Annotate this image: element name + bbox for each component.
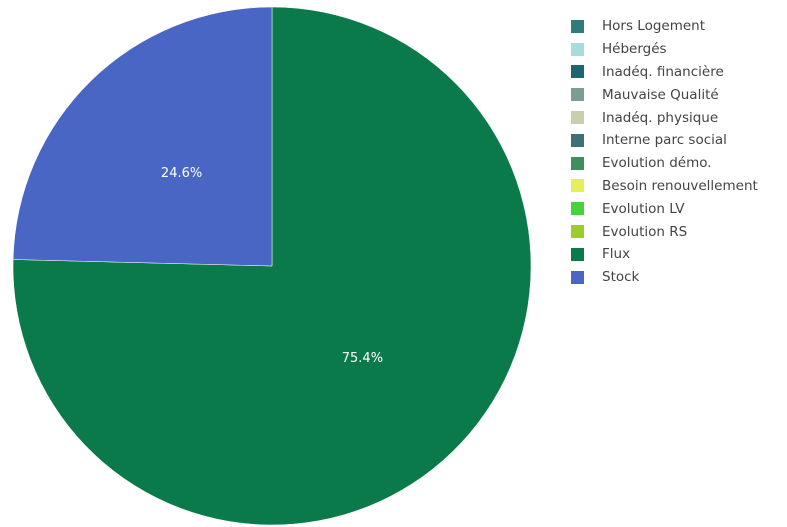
legend-swatch [571,88,584,102]
legend-item[interactable]: Evolution LV [571,197,758,220]
slice-label-stock: 24.6% [161,166,202,181]
legend-swatch [571,156,584,170]
legend-swatch [571,225,584,239]
pie-chart: 75.4% 24.6% [12,6,532,526]
legend-item[interactable]: Hors Logement [571,15,758,38]
legend-swatch [571,111,584,125]
legend-swatch [571,202,584,216]
legend-label: Evolution RS [602,223,688,240]
legend-label: Inadéq. physique [602,109,719,126]
legend-swatch [571,270,584,284]
legend-label: Stock [602,269,640,286]
legend-label: Besoin renouvellement [602,177,758,194]
legend-swatch [571,179,584,193]
legend-label: Hors Logement [602,18,706,35]
legend-label: Mauvaise Qualité [602,86,719,103]
legend-item[interactable]: Interne parc social [571,129,758,152]
legend-label: Evolution démo. [602,155,712,172]
slice-label-flux: 75.4% [342,351,383,366]
legend-label: Hébergés [602,41,667,58]
legend-item[interactable]: Evolution RS [571,220,758,243]
legend-item[interactable]: Stock [571,266,758,289]
legend-item[interactable]: Mauvaise Qualité [571,83,758,106]
legend-item[interactable]: Evolution démo. [571,152,758,175]
legend: Hors Logement Hébergés Inadéq. financière M… [571,15,758,289]
pie-labels: 75.4% 24.6% [161,166,383,366]
legend-swatch [571,42,584,56]
legend-swatch [571,247,584,261]
legend-swatch [571,65,584,79]
pie-slice-stock[interactable] [12,6,273,267]
pie-slices [12,6,532,526]
legend-swatch [571,19,584,33]
legend-item[interactable]: Hébergés [571,38,758,61]
legend-item[interactable]: Flux [571,243,758,266]
legend-swatch [571,133,584,147]
legend-label: Evolution LV [602,200,685,217]
legend-label: Inadéq. financière [602,63,724,80]
legend-item[interactable]: Inadéq. physique [571,106,758,129]
legend-item[interactable]: Besoin renouvellement [571,175,758,198]
legend-label: Flux [602,246,631,263]
legend-label: Interne parc social [602,132,727,149]
legend-item[interactable]: Inadéq. financière [571,61,758,84]
